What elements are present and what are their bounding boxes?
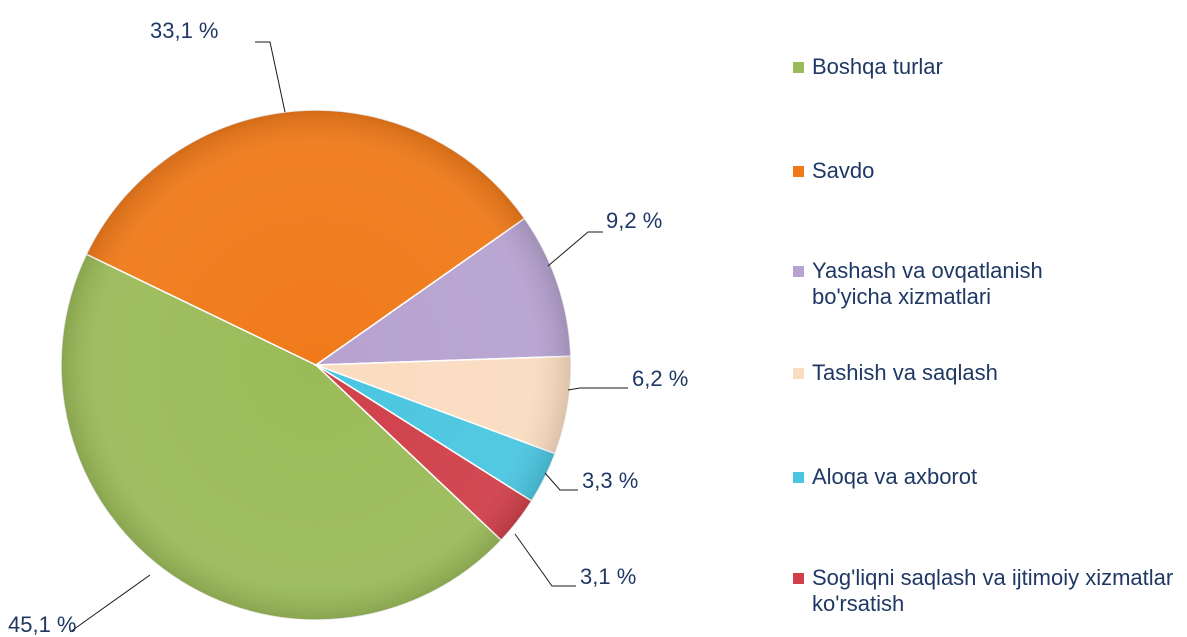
legend-label: Tashish va saqlash [812,360,998,385]
legend-swatch [793,472,804,483]
data-label: 45,1 % [8,612,77,637]
leader-line [255,41,286,113]
legend-label: Yashash va ovqatlanish bo'yicha xizmatla… [812,258,1043,309]
legend-swatch [793,266,804,277]
data-label: 9,2 % [606,208,662,233]
data-label: 6,2 % [632,366,688,391]
legend-swatch [793,62,804,73]
data-label: 3,3 % [582,468,638,493]
legend-label: Boshqa turlar [812,54,943,79]
legend-label: Sog'liqni saqlash va ijtimoiy xizmatlar … [812,565,1174,616]
leader-line [69,574,151,633]
legend-swatch [793,573,804,584]
leader-line [544,472,578,491]
legend-label: Aloqa va axborot [812,464,978,489]
leader-line [514,533,576,587]
legend-swatch [793,166,804,177]
legend-swatch [793,368,804,379]
leader-line [547,231,603,267]
legend-label: Savdo [812,158,875,183]
leader-line [567,387,628,391]
data-label: 33,1 % [150,18,219,43]
data-label: 3,1 % [580,564,636,589]
